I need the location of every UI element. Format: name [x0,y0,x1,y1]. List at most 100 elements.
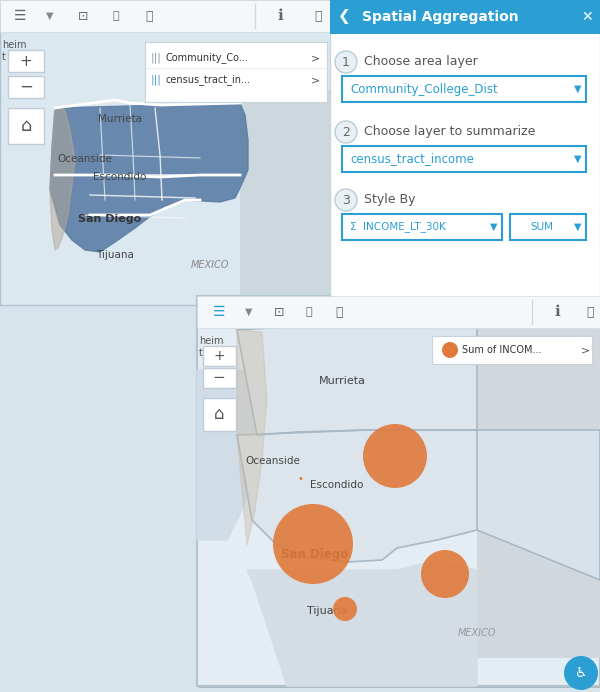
Text: Choose area layer: Choose area layer [364,55,478,69]
Circle shape [273,504,353,584]
Text: census_tract_income: census_tract_income [350,152,474,165]
Text: 🗑: 🗑 [314,10,322,23]
Text: ⌂: ⌂ [214,405,224,423]
Text: Community_College_Dist: Community_College_Dist [350,82,498,95]
Polygon shape [50,103,248,252]
Circle shape [363,424,427,488]
Text: 3: 3 [342,194,350,206]
Text: Tijuana: Tijuana [307,606,347,616]
Text: >: > [311,53,320,63]
Bar [203,346,236,366]
Text: ♿: ♿ [575,666,587,680]
Text: Σ  INCOME_LT_30K: Σ INCOME_LT_30K [350,221,446,233]
Text: Community_Co...: Community_Co... [165,53,248,64]
Text: heim: heim [2,40,26,50]
Polygon shape [237,430,477,562]
Text: ▼: ▼ [490,222,498,232]
Text: ⤢: ⤢ [335,305,343,318]
Text: ☰: ☰ [14,9,26,23]
Text: Oceanside: Oceanside [245,456,301,466]
Bar [0,0,335,32]
Text: −: − [19,78,33,96]
Bar [342,214,502,240]
Text: ✕: ✕ [581,10,593,24]
Text: MEXICO: MEXICO [191,260,229,270]
Text: t: t [199,348,203,358]
Text: ℹ: ℹ [554,304,560,320]
Text: ▼: ▼ [245,307,253,317]
Circle shape [421,550,469,598]
Circle shape [335,51,357,73]
Bar [0,0,335,305]
Text: ⤢: ⤢ [145,10,153,23]
Bar [197,296,600,686]
Text: 2: 2 [342,125,350,138]
Text: Sum of INCOM...: Sum of INCOM... [462,345,542,355]
Polygon shape [237,330,267,545]
Text: San Diego: San Diego [79,214,142,224]
Text: 1: 1 [342,55,350,69]
Bar [330,0,600,305]
Text: Tijuana: Tijuana [96,250,134,260]
Text: Style By: Style By [364,194,415,206]
Bar [145,42,327,102]
Text: >: > [580,345,590,355]
Polygon shape [197,370,267,540]
Text: heim: heim [199,336,223,346]
Bar [432,336,592,364]
Text: ⊡: ⊡ [78,10,88,23]
Text: +: + [213,349,225,363]
Bar [8,108,44,144]
Text: Murrieta: Murrieta [98,114,142,124]
Circle shape [442,342,458,358]
Text: ℹ: ℹ [277,8,283,24]
Text: ⊡: ⊡ [274,305,284,318]
Text: MEXICO: MEXICO [458,628,496,638]
Bar [240,90,335,305]
Text: ❮: ❮ [338,10,350,24]
Text: t: t [2,52,6,62]
Circle shape [564,656,598,690]
Bar [330,0,600,34]
Text: ⌂: ⌂ [20,117,32,135]
Circle shape [335,121,357,143]
Circle shape [333,597,357,621]
Text: −: − [212,370,226,385]
Text: Choose layer to summarize: Choose layer to summarize [364,125,535,138]
Text: Escondido: Escondido [310,480,364,490]
Bar [477,328,600,658]
Bar [8,76,44,98]
Text: 🗑: 🗑 [586,305,594,318]
Text: |||: ||| [151,75,161,85]
Text: Murrieta: Murrieta [319,376,365,386]
Text: San Diego: San Diego [281,548,349,561]
Text: ▼: ▼ [46,11,54,21]
Text: ☰: ☰ [213,305,225,319]
Text: ▼: ▼ [574,154,582,164]
Text: ⬛: ⬛ [305,307,313,317]
Polygon shape [237,322,477,435]
Text: +: + [20,53,32,69]
Bar [510,214,586,240]
Text: •: • [297,474,303,484]
Bar [203,368,236,388]
Polygon shape [50,108,75,250]
Bar [342,76,586,102]
Text: Escondido: Escondido [94,172,146,182]
Polygon shape [477,430,600,580]
Text: SUM: SUM [530,222,553,232]
Bar [203,398,236,431]
Text: ▼: ▼ [574,222,582,232]
Bar [197,296,600,328]
Text: ▼: ▼ [574,84,582,94]
Bar [199,298,600,688]
Text: Oceanside: Oceanside [58,154,112,164]
Text: Spatial Aggregation: Spatial Aggregation [362,10,518,24]
Bar [342,146,586,172]
Circle shape [335,189,357,211]
Text: >: > [311,75,320,85]
Text: |||: ||| [151,53,161,63]
Polygon shape [247,560,477,686]
Text: ⬛: ⬛ [113,11,119,21]
Text: census_tract_in...: census_tract_in... [165,75,250,85]
